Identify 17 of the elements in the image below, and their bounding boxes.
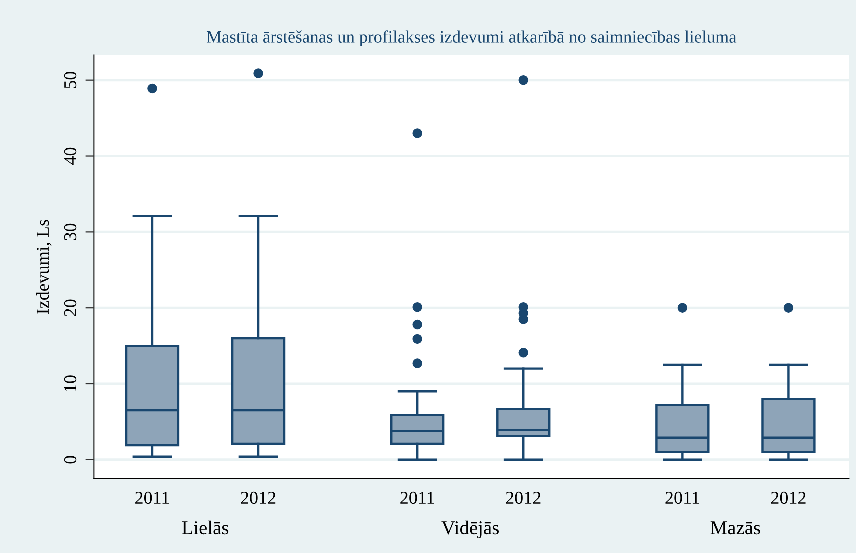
text: Mazās <box>710 522 760 535</box>
x-tick-label: 2011 <box>400 492 434 504</box>
y-tick-label: 0 <box>64 456 77 464</box>
text: Vidējās <box>442 520 500 539</box>
y-axis-title: Izdevumi, Ls <box>36 220 52 314</box>
x-tick-label: 2012 <box>241 492 276 504</box>
y-tick-label: 50 <box>64 72 77 88</box>
y-tick-label: 30 <box>64 224 77 240</box>
y-tick-label: 10 <box>64 376 77 392</box>
chart-title: Mastīta ārstēšanas un profilakses izdevumi atkarībā no saimniecības lieluma <box>206 30 737 46</box>
text: Lielās <box>182 520 229 535</box>
x-tick-label: 2011 <box>666 492 700 504</box>
x-tick-label: 2012 <box>506 492 541 504</box>
y-tick-label: 20 <box>64 300 77 316</box>
y-tick-label: 40 <box>64 148 77 165</box>
x-tick-label: 2011 <box>136 492 170 504</box>
x-tick-label: 2012 <box>771 492 806 504</box>
